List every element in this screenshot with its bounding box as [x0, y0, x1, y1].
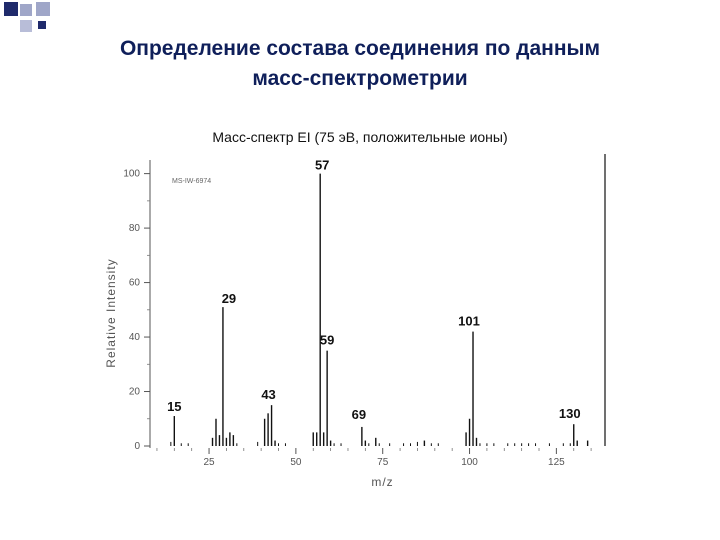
chart-title: Масс-спектр EI (75 эВ, положительные ион… [212, 129, 507, 145]
x-tick-label-25: 25 [203, 457, 215, 468]
peak-label-43: 43 [261, 387, 275, 402]
peak-label-15: 15 [167, 399, 181, 414]
x-tick-label-100: 100 [461, 457, 478, 468]
peak-label-101: 101 [458, 314, 480, 329]
y-tick-label-60: 60 [129, 278, 141, 289]
peak-label-69: 69 [352, 407, 366, 422]
y-tick-label-100: 100 [123, 169, 140, 180]
peak-label-29: 29 [222, 291, 236, 306]
y-tick-label-20: 20 [129, 387, 141, 398]
corner-square-light-2 [36, 2, 50, 16]
peak-label-130: 130 [559, 406, 581, 421]
y-tick-label-0: 0 [134, 441, 140, 452]
y-tick-label-40: 40 [129, 332, 141, 343]
corner-square-dark-1 [4, 2, 18, 16]
corner-square-light-3 [20, 20, 32, 32]
x-tick-label-75: 75 [377, 457, 389, 468]
corner-square-light-1 [20, 4, 32, 16]
x-axis-title: m/z [371, 475, 393, 489]
corner-tag: MS-IW-6974 [172, 178, 211, 185]
slide-title: Определение состава соединения по данным… [119, 37, 601, 90]
x-tick-label-50: 50 [290, 457, 302, 468]
peak-label-59: 59 [320, 333, 334, 348]
corner-square-dark-2 [38, 21, 46, 29]
y-tick-label-80: 80 [129, 223, 141, 234]
x-tick-label-125: 125 [548, 457, 565, 468]
peak-label-57: 57 [315, 158, 329, 173]
y-axis-title: Relative Intensity [104, 258, 118, 367]
